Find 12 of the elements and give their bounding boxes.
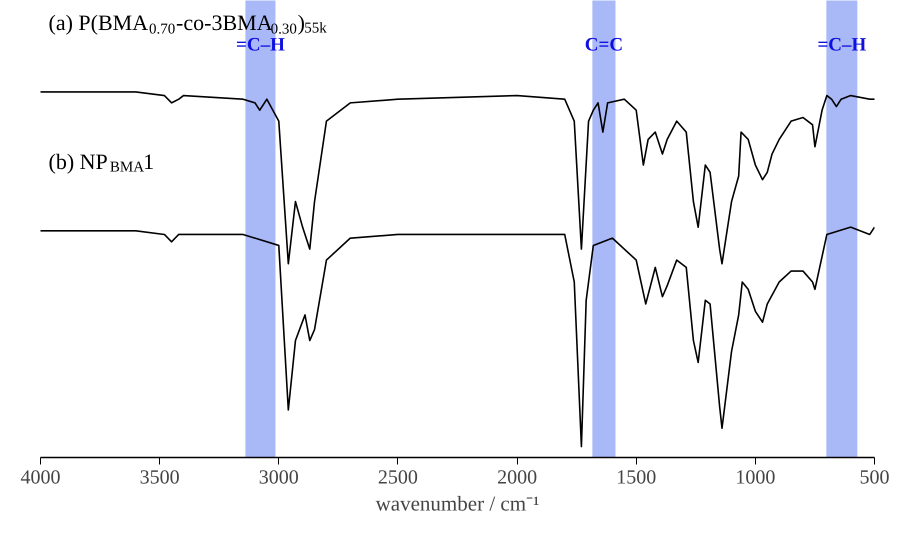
band-label: =C–H <box>236 34 286 56</box>
band-label: =C–H <box>817 34 866 56</box>
x-tick-label: 2500 <box>378 466 418 488</box>
x-tick-label: 1500 <box>616 466 656 488</box>
x-tick-label: 4000 <box>20 466 60 488</box>
x-tick-label: 2000 <box>497 466 538 488</box>
band-label: C=C <box>584 34 624 56</box>
x-tick-label: 3000 <box>258 466 299 488</box>
x-tick-label: 500 <box>860 466 890 488</box>
x-axis-title: wavenumber / cm⁻¹ <box>376 492 540 516</box>
x-tick-label: 1000 <box>735 466 776 488</box>
x-tick-label: 3500 <box>140 466 180 488</box>
